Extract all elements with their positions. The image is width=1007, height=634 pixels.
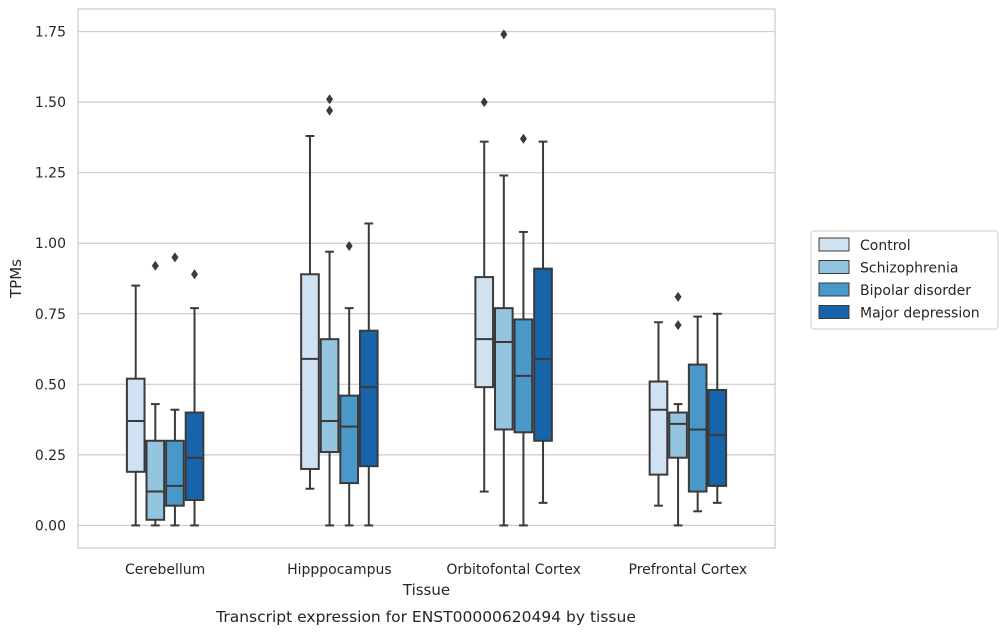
outlier-point xyxy=(674,291,682,302)
legend-swatch xyxy=(818,305,850,319)
y-axis-title: TPMs xyxy=(7,259,25,299)
box-body xyxy=(533,267,553,442)
box-body xyxy=(319,338,340,454)
box-bipolar-disorder xyxy=(165,252,185,527)
legend-label: Bipolar disorder xyxy=(860,283,971,299)
outlier-point xyxy=(151,260,159,271)
outlier-point xyxy=(326,105,334,116)
outlier-point xyxy=(500,29,508,40)
box-body xyxy=(648,380,669,476)
legend: Control Schizophrenia Bipolar disorder Majo… xyxy=(810,230,999,330)
box-body xyxy=(687,363,708,493)
y-tick-label: 0.25 xyxy=(35,448,66,464)
x-tick-label: Orbitofontal Cortex xyxy=(446,562,581,578)
outlier-point xyxy=(171,252,179,263)
box-major-depression xyxy=(358,222,379,527)
outlier-point xyxy=(519,133,527,144)
box-body xyxy=(300,273,320,470)
box-schizophrenia xyxy=(668,291,688,527)
box-control xyxy=(474,97,495,493)
x-axis-ticks: Cerebellum Hipppocampus Orbitofontal Corte… xyxy=(125,562,747,578)
y-tick-label: 1.50 xyxy=(35,95,66,111)
legend-swatch xyxy=(818,237,850,252)
y-tick-label: 1.75 xyxy=(35,25,66,41)
chart-caption: Transcript expression for ENST0000062049… xyxy=(215,608,636,626)
box-control xyxy=(125,284,146,527)
legend-swatch xyxy=(818,260,850,274)
x-tick-label: Prefrontal Cortex xyxy=(629,562,748,578)
box-body xyxy=(339,394,359,485)
box-body xyxy=(707,388,728,487)
box-body xyxy=(145,439,166,521)
legend-label: Control xyxy=(860,238,911,254)
legend-label: Major depression xyxy=(860,306,980,322)
box-body xyxy=(125,377,146,473)
box-body xyxy=(165,439,185,507)
box-body xyxy=(668,411,688,459)
box-body xyxy=(494,307,514,431)
x-axis-title: Tissue xyxy=(402,581,450,599)
box-schizophrenia xyxy=(494,29,514,527)
box-body xyxy=(474,276,495,389)
outlier-point xyxy=(345,241,353,252)
boxes xyxy=(125,29,728,527)
box-schizophrenia xyxy=(145,260,166,527)
x-tick-label: Hipppocampus xyxy=(287,562,392,578)
legend-label: Schizophrenia xyxy=(860,261,958,277)
y-tick-label: 1.00 xyxy=(35,236,66,252)
box-major-depression xyxy=(533,140,553,504)
plot-area-frame xyxy=(77,8,776,549)
y-tick-label: 1.25 xyxy=(35,166,66,182)
box-control xyxy=(300,134,320,490)
outlier-point xyxy=(674,320,682,331)
box-major-depression xyxy=(184,269,205,527)
box-body xyxy=(358,329,379,468)
y-tick-label: 0.00 xyxy=(35,518,66,534)
x-tick-label: Cerebellum xyxy=(125,562,205,578)
outlier-point xyxy=(480,97,488,108)
y-tick-label: 0.50 xyxy=(35,377,66,393)
y-axis-ticks: 0.00 0.25 0.50 0.75 1.00 1.25 1.50 1.75 xyxy=(35,25,66,535)
box-body xyxy=(184,411,205,502)
legend-swatch xyxy=(818,282,850,297)
box-major-depression xyxy=(707,312,728,504)
box-control xyxy=(648,321,669,507)
box-bipolar-disorder xyxy=(687,315,708,513)
outlier-point xyxy=(191,269,199,280)
legend-frame xyxy=(810,230,999,330)
y-tick-label: 0.75 xyxy=(35,307,66,323)
box-schizophrenia xyxy=(319,94,340,527)
box-bipolar-disorder xyxy=(339,241,359,527)
box-bipolar-disorder xyxy=(513,133,534,527)
outlier-point xyxy=(326,94,334,105)
